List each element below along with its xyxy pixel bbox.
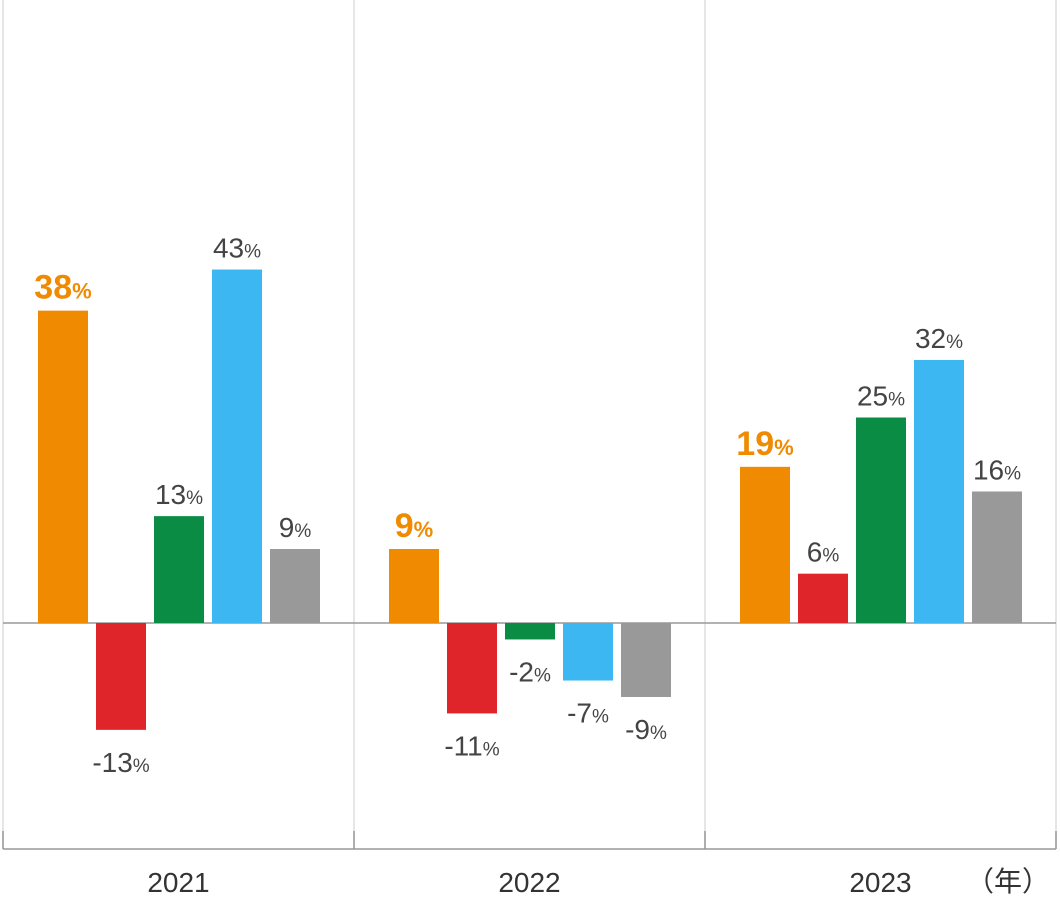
- bar: [389, 549, 439, 623]
- data-label: 16%: [973, 454, 1021, 485]
- data-label: 9%: [279, 512, 312, 543]
- x-axis-unit-label: （年）: [966, 865, 1050, 898]
- x-tick-label: 2021: [147, 867, 209, 898]
- data-label: 43%: [213, 233, 261, 264]
- x-axis: 2021 2022 2023: [2, 831, 1057, 898]
- x-tick-label: 2023: [849, 867, 911, 898]
- data-label: 13%: [155, 479, 203, 510]
- bar: [972, 491, 1022, 623]
- data-label: -11%: [444, 730, 499, 761]
- bar: [447, 623, 497, 714]
- bar: [798, 573, 848, 623]
- bar: [38, 310, 88, 623]
- bar: [914, 359, 964, 623]
- bar: [154, 516, 204, 623]
- bar: [212, 269, 262, 623]
- bar: [96, 623, 146, 730]
- x-tick-label: 2022: [498, 867, 560, 898]
- data-label: 9%: [395, 507, 433, 545]
- data-label: -9%: [625, 714, 667, 745]
- data-label: 25%: [857, 381, 905, 412]
- data-label: 38%: [34, 269, 91, 307]
- bar: [740, 466, 790, 623]
- data-label: -2%: [509, 656, 551, 687]
- data-label: 32%: [915, 323, 963, 354]
- bar: [856, 417, 906, 623]
- data-label: 6%: [807, 537, 840, 568]
- bar: [621, 623, 671, 697]
- data-label: -13%: [92, 747, 149, 778]
- value-labels: 38% -13% 13% 43% 9% 9% -11% -2% -7% -9% 19% 6% 25% 32…: [34, 233, 1021, 778]
- bars: [38, 269, 1022, 730]
- bar: [270, 549, 320, 623]
- bar: [563, 623, 613, 681]
- data-label: 19%: [736, 425, 793, 463]
- bar: [505, 623, 555, 640]
- data-label: -7%: [567, 698, 609, 729]
